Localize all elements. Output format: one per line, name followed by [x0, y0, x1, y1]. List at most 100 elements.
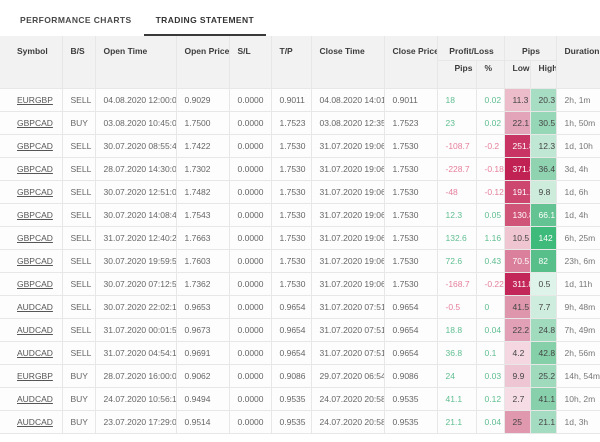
sl-cell: 0.0000 [228, 226, 272, 250]
pl-pips-cell: -228.7 [436, 157, 477, 181]
pips-low-cell: 41.5 [503, 295, 531, 319]
header-close-price: Close Price [383, 36, 438, 89]
pl-pct-cell: 0.03 [475, 364, 505, 388]
symbol-link[interactable]: GBPCAD [17, 232, 53, 243]
pl-pct-cell: -0.12 [475, 180, 505, 204]
open-price-cell: 1.7302 [175, 157, 230, 181]
symbol-link[interactable]: GBPCAD [17, 117, 53, 128]
close-price-cell: 0.9086 [383, 364, 438, 388]
close-price-cell: 1.7523 [383, 111, 438, 135]
symbol-link[interactable]: EURGBP [17, 370, 53, 381]
header-sl: S/L [228, 36, 272, 89]
open-price-cell: 0.9062 [175, 364, 230, 388]
sl-cell: 0.0000 [228, 387, 272, 411]
symbol-link[interactable]: GBPCAD [17, 186, 53, 197]
symbol-cell: AUDCAD [0, 295, 63, 319]
symbol-link[interactable]: AUDCAD [17, 416, 53, 427]
open-time-cell: 30.07.2020 22:02:17 [94, 295, 177, 319]
open-time-cell: 31.07.2020 04:54:13 [94, 341, 177, 365]
sl-cell: 0.0000 [228, 295, 272, 319]
open-price-cell: 0.9494 [175, 387, 230, 411]
pips-high-cell: 9.8 [529, 180, 557, 204]
pips-high-cell: 25.2 [529, 364, 557, 388]
pl-pips-cell: 12.3 [436, 203, 477, 227]
symbol-link[interactable]: EURGBP [17, 94, 53, 105]
close-time-cell: 24.07.2020 20:58:57 [310, 410, 385, 434]
close-time-cell: 31.07.2020 19:06:06 [310, 272, 385, 296]
table-row: GBPCAD SELL 30.07.2020 08:55:43 1.7422 0… [0, 134, 600, 158]
tab-performance-charts[interactable]: PERFORMANCE CHARTS [20, 15, 132, 25]
side-cell: SELL [61, 226, 96, 250]
symbol-link[interactable]: GBPCAD [17, 163, 53, 174]
tp-cell: 0.9011 [270, 88, 312, 112]
tp-cell: 1.7530 [270, 272, 312, 296]
open-price-cell: 0.9514 [175, 410, 230, 434]
duration-cell: 2h, 1m [555, 88, 600, 112]
pips-high-cell: 66.1 [529, 203, 557, 227]
symbol-link[interactable]: AUDCAD [17, 393, 53, 404]
pips-high-cell: 7.7 [529, 295, 557, 319]
header-open-price: Open Price [175, 36, 230, 89]
close-time-cell: 24.07.2020 20:58:57 [310, 387, 385, 411]
pl-pips-cell: 72.6 [436, 249, 477, 273]
open-time-cell: 03.08.2020 10:45:00 [94, 111, 177, 135]
symbol-link[interactable]: GBPCAD [17, 209, 53, 220]
symbol-link[interactable]: AUDCAD [17, 301, 53, 312]
open-price-cell: 0.9691 [175, 341, 230, 365]
pl-pips-cell: 23 [436, 111, 477, 135]
statement-rows: EURGBP SELL 04.08.2020 12:00:00 0.9029 0… [0, 88, 600, 434]
tp-cell: 1.7530 [270, 203, 312, 227]
open-price-cell: 1.7482 [175, 180, 230, 204]
pips-high-cell: 12.3 [529, 134, 557, 158]
sl-cell: 0.0000 [228, 134, 272, 158]
header-pips-high: High [529, 60, 557, 89]
side-cell: SELL [61, 249, 96, 273]
pips-high-cell: 142 [529, 226, 557, 250]
side-cell: SELL [61, 157, 96, 181]
symbol-link[interactable]: GBPCAD [17, 278, 53, 289]
pips-low-cell: 4.2 [503, 341, 531, 365]
side-cell: BUY [61, 410, 96, 434]
duration-cell: 1h, 50m [555, 111, 600, 135]
duration-cell: 9h, 48m [555, 295, 600, 319]
pips-low-cell: 2.7 [503, 387, 531, 411]
pips-high-cell: 36.4 [529, 157, 557, 181]
symbol-link[interactable]: AUDCAD [17, 324, 53, 335]
header-open-time: Open Time [94, 36, 177, 89]
sl-cell: 0.0000 [228, 410, 272, 434]
pips-high-cell: 82 [529, 249, 557, 273]
pips-low-cell: 311.8 [503, 272, 531, 296]
duration-cell: 1d, 4h [555, 203, 600, 227]
table-row: GBPCAD SELL 30.07.2020 19:59:53 1.7603 0… [0, 249, 600, 273]
pl-pips-cell: -48 [436, 180, 477, 204]
symbol-cell: AUDCAD [0, 318, 63, 342]
table-row: AUDCAD SELL 31.07.2020 04:54:13 0.9691 0… [0, 341, 600, 365]
pl-pct-cell: 0.43 [475, 249, 505, 273]
side-cell: SELL [61, 180, 96, 204]
table-row: AUDCAD BUY 23.07.2020 17:29:03 0.9514 0.… [0, 410, 600, 434]
close-price-cell: 0.9011 [383, 88, 438, 112]
close-price-cell: 0.9654 [383, 318, 438, 342]
table-row: GBPCAD SELL 28.07.2020 14:30:00 1.7302 0… [0, 157, 600, 181]
side-cell: BUY [61, 364, 96, 388]
tp-cell: 1.7530 [270, 134, 312, 158]
sl-cell: 0.0000 [228, 249, 272, 273]
symbol-link[interactable]: GBPCAD [17, 140, 53, 151]
close-time-cell: 03.08.2020 12:35:28 [310, 111, 385, 135]
duration-cell: 7h, 49m [555, 318, 600, 342]
symbol-link[interactable]: GBPCAD [17, 255, 53, 266]
table-row: GBPCAD SELL 31.07.2020 12:40:25 1.7663 0… [0, 226, 600, 250]
header-pips-low: Low [503, 60, 531, 89]
header-close-time: Close Time [310, 36, 385, 89]
tab-trading-statement[interactable]: TRADING STATEMENT [143, 5, 267, 36]
side-cell: BUY [61, 111, 96, 135]
pips-low-cell: 70.5 [503, 249, 531, 273]
tp-cell: 1.7530 [270, 249, 312, 273]
close-price-cell: 1.7530 [383, 203, 438, 227]
symbol-cell: AUDCAD [0, 387, 63, 411]
header-pl-pct: % [475, 60, 505, 89]
pl-pct-cell: 0.1 [475, 341, 505, 365]
symbol-link[interactable]: AUDCAD [17, 347, 53, 358]
open-time-cell: 23.07.2020 17:29:03 [94, 410, 177, 434]
